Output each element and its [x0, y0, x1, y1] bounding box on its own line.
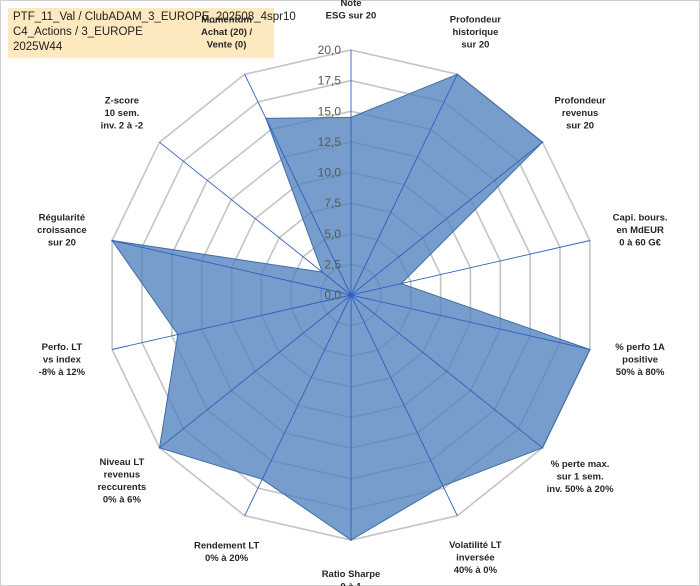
- axis-label-line: -8% à 12%: [39, 367, 86, 378]
- spoke-8: [244, 294, 352, 516]
- axis-label-line: 10 sem.: [104, 108, 139, 119]
- tick-label-4: 10,0: [318, 166, 342, 180]
- radar-tick-labels: 0,0 2,5 5,0 7,5 10,0 12,5 15,0 17,5 20,0: [318, 43, 342, 302]
- tick-label-6: 15,0: [318, 104, 342, 118]
- axis-label-line: Profondeur: [554, 95, 605, 106]
- axis-label-10: Perfo. LT vs index-8% à 12%: [39, 342, 86, 378]
- axis-label-line: sur 20: [461, 39, 489, 50]
- axis-label-line: sur 1 sem.: [557, 472, 604, 483]
- spoke-3: [350, 240, 591, 296]
- spoke-5: [350, 294, 543, 449]
- axis-label-line: historique: [452, 27, 498, 38]
- axis-label-line: inv. 50% à 20%: [547, 484, 614, 495]
- axis-label-line: sur 20: [48, 237, 76, 248]
- title-line-1: PTF_11_Val / ClubADAM_3_EUROPE_202508_4s…: [13, 11, 296, 23]
- spoke-1: [350, 74, 458, 296]
- axis-label-line: Profondeur: [450, 14, 501, 25]
- axis-label-line: revenus: [104, 469, 140, 480]
- axis-label-line: 0 à 1: [340, 582, 362, 586]
- tick-label-7: 17,5: [318, 74, 342, 88]
- axis-label-line: inv. 2 à -2: [101, 120, 144, 131]
- tick-label-3: 7,5: [324, 196, 341, 210]
- axis-label-line: 0% à 20%: [205, 553, 249, 564]
- radar-spokes: [111, 50, 591, 540]
- axis-label-line: Niveau LT: [100, 457, 145, 468]
- axis-label-line: 50% à 80%: [616, 367, 665, 378]
- tick-label-0: 0,0: [324, 288, 341, 302]
- axis-label-5: % perte max. sur 1 sem.inv. 50% à 20%: [547, 459, 614, 495]
- axis-label-line: % perte max.: [551, 459, 610, 470]
- axis-label-line: Volatilité LT: [449, 540, 502, 551]
- tick-label-2: 5,0: [324, 227, 341, 241]
- axis-label-line: Perfo. LT: [42, 342, 83, 353]
- axis-label-line: positive: [622, 355, 658, 366]
- spoke-2: [350, 141, 543, 296]
- spoke-4: [350, 294, 591, 350]
- axis-label-line: inversée: [456, 553, 495, 564]
- spoke-9: [159, 294, 352, 449]
- tick-label-1: 2,5: [324, 257, 341, 271]
- chart-title-box: PTF_11_Val / ClubADAM_3_EUROPE_202508_4s…: [8, 8, 296, 58]
- spoke-12: [159, 141, 352, 296]
- axis-label-line: en MdEUR: [616, 225, 664, 236]
- axis-label-line: Régularité: [39, 212, 85, 223]
- axis-label-8: Rendement LT0% à 20%: [194, 541, 259, 565]
- tick-label-5: 12,5: [318, 135, 342, 149]
- axis-label-7: Ratio Sharpe 0 à 1: [322, 569, 381, 586]
- axis-label-0: Note ESG sur 20: [326, 0, 377, 22]
- axis-label-13: Momentum Achat (20) /Vente (0): [201, 14, 253, 50]
- axis-label-line: Achat (20) /: [201, 27, 253, 38]
- axis-label-line: 0% à 6%: [103, 494, 142, 505]
- axis-label-line: Capi. bours.: [613, 212, 668, 223]
- axis-label-line: croissance: [37, 225, 87, 236]
- axis-label-line: Rendement LT: [194, 541, 259, 552]
- axis-label-line: Ratio Sharpe: [322, 569, 381, 580]
- axis-label-line: Z-score: [105, 95, 139, 106]
- axis-label-line: % perfo 1A: [615, 342, 665, 353]
- spoke-11: [111, 240, 352, 296]
- axis-label-line: ESG sur 20: [326, 11, 377, 22]
- axis-label-line: vs index: [43, 355, 82, 366]
- axis-label-line: reccurents: [98, 482, 147, 493]
- axis-label-line: Momentum: [201, 14, 252, 25]
- spoke-6: [350, 294, 458, 516]
- tick-label-8: 20,0: [318, 43, 342, 57]
- title-line-2: C4_Actions / 3_EUROPE: [13, 26, 143, 38]
- spoke-13: [244, 74, 352, 296]
- axis-label-line: 0 à 60 G€: [619, 237, 661, 248]
- axis-label-line: sur 20: [566, 120, 594, 131]
- axis-label-12: Z-score 10 sem.inv. 2 à -2: [101, 95, 144, 131]
- axis-label-line: Note: [340, 0, 361, 9]
- axis-label-line: 40% à 0%: [454, 565, 498, 576]
- axis-label-line: revenus: [562, 108, 598, 119]
- spoke-10: [111, 294, 352, 350]
- axis-label-line: Vente (0): [207, 39, 247, 50]
- title-line-3: 2025W44: [13, 41, 63, 53]
